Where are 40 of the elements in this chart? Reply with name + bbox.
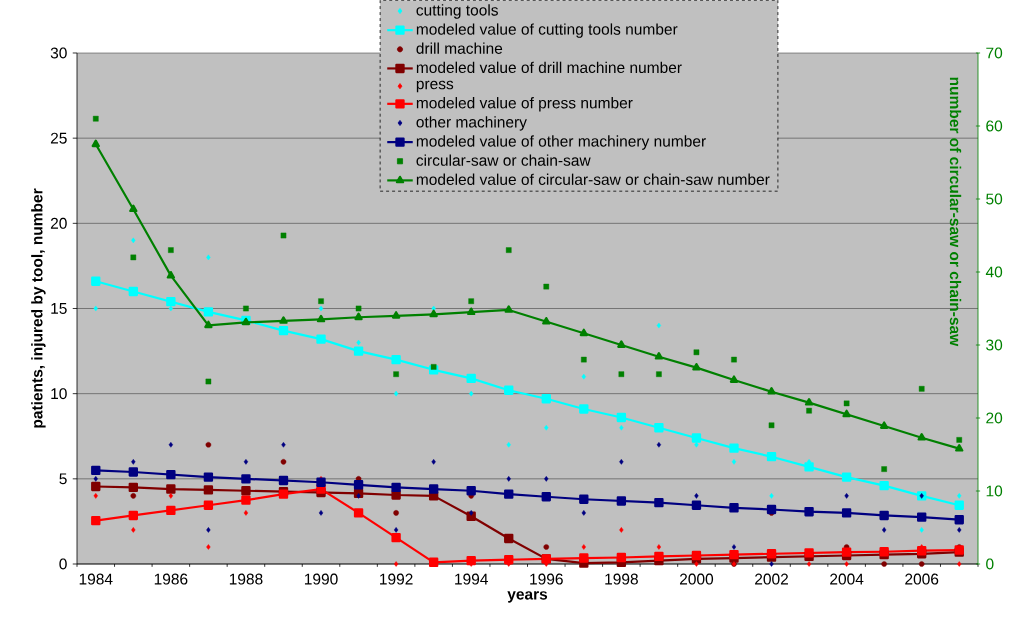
legend-label: modeled value of press number <box>416 97 633 112</box>
x-tick-label: 1986 <box>154 573 188 585</box>
y-tick-label: 30 <box>50 47 67 59</box>
x-axis-title: years <box>507 591 548 603</box>
x-tick-label: 2000 <box>679 573 714 585</box>
y2-tick-label: 60 <box>986 120 1003 132</box>
y-tick-label: 5 <box>59 473 67 485</box>
y-tick-label: 20 <box>50 217 67 229</box>
legend-label: cutting tools <box>416 4 498 19</box>
y2-tick-label: 0 <box>986 558 994 570</box>
legend-label: modeled value of drill machine number <box>416 61 682 74</box>
x-tick-label: 2006 <box>905 573 939 585</box>
x-tick-label: 1990 <box>304 573 338 585</box>
y-tick-label: 10 <box>51 388 67 400</box>
legend-label: press <box>416 80 454 93</box>
legend-label: modeled value of other machinery number <box>416 135 706 150</box>
y2-tick-label: 10 <box>986 485 1003 497</box>
x-tick-label: 2002 <box>755 573 788 585</box>
y2-tick-label: 20 <box>986 412 1003 424</box>
y2-tick-label: 70 <box>986 47 1003 59</box>
x-tick-label: 1992 <box>380 573 413 585</box>
y-tick-label: 15 <box>51 303 67 314</box>
y2-tick-label: 50 <box>986 193 1003 205</box>
x-tick-label: 2004 <box>830 573 864 585</box>
y2-tick-label: 40 <box>985 266 1003 278</box>
y2-tick-label: 30 <box>986 339 1003 351</box>
y-tick-label: 25 <box>50 132 67 144</box>
x-tick-label: 1988 <box>229 573 263 585</box>
y-axis-title: patients, injured by tool, number <box>31 188 46 428</box>
y-tick-label: 0 <box>59 558 67 570</box>
legend-label: other machinery <box>416 116 527 131</box>
y2-axis-title: number of circular-saw or chain-saw <box>949 77 962 347</box>
x-tick-label: 1994 <box>455 573 488 585</box>
legend-label: modeled value of circular-saw or chain-saw number <box>416 173 770 186</box>
legend-label: drill machine <box>416 42 503 54</box>
x-tick-label: 1998 <box>605 573 638 585</box>
legend-label: modeled value of cutting tools number <box>416 23 678 38</box>
x-tick-label: 1984 <box>79 573 113 585</box>
x-tick-label: 1996 <box>530 573 563 585</box>
legend-label: circular-saw or chain-saw <box>416 154 591 166</box>
